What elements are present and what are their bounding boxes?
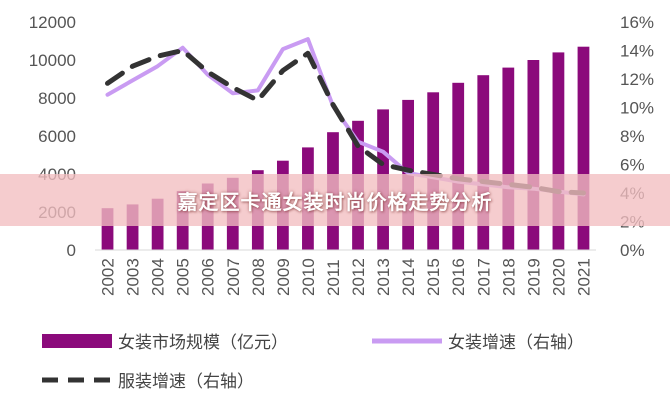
x-tick-label: 2012 [349,258,368,296]
x-tick-label: 2004 [149,258,168,296]
x-tick-label: 2021 [574,258,593,296]
x-tick-label: 2013 [374,258,393,296]
bar [527,60,540,250]
x-tick-label: 2010 [299,258,318,296]
y-left-tick-label: 12000 [29,13,76,32]
line-apparel-growth [105,48,586,196]
y-right-tick-label: 0% [620,241,645,260]
x-tick-label: 2019 [524,258,543,296]
x-tick-label: 2016 [449,258,468,296]
bar [577,46,590,251]
x-tick-label: 2020 [549,258,568,296]
bar [477,75,490,250]
x-tick-label: 2005 [174,258,193,296]
y-left-tick-label: 6000 [38,127,76,146]
y-right-tick-label: 14% [620,42,654,61]
bar [452,82,465,250]
y-right-tick-label: 16% [620,13,654,32]
x-tick-label: 2017 [474,258,493,296]
x-tick-label: 2008 [249,258,268,296]
y-right-tick-label: 10% [620,99,654,118]
x-tick-label: 2009 [274,258,293,296]
bar [126,204,139,250]
x-tick-label: 2015 [424,258,443,296]
y-right-tick-label: 12% [620,70,654,89]
y-left-tick-label: 8000 [38,89,76,108]
x-tick-label: 2007 [224,258,243,296]
x-tick-label: 2006 [199,258,218,296]
bar [427,92,440,250]
legend-swatch-bar [42,334,112,348]
legend-item-women-growth: 女装增速（右轴） [372,333,584,353]
legend-label-women-growth: 女装增速（右轴） [448,333,584,353]
x-tick-label: 2002 [99,258,118,296]
legend-item-market-size: 女装市场规模（亿元） [42,333,288,353]
bar [502,67,515,250]
y-right-tick-label: 6% [620,156,645,175]
legend-item-apparel-growth: 服装增速（右轴） [42,372,254,392]
bar [552,52,565,251]
x-tick-label: 2011 [324,259,343,296]
x-tick-label: 2003 [124,258,143,296]
legend-label-market-size: 女装市场规模（亿元） [118,333,288,353]
x-tick-label: 2014 [399,258,418,296]
banner-title: 嘉定区卡通女装时尚价格走势分析 [177,189,493,214]
x-axis: 2002 2003 2004 2005 2006 2007 2008 2009 2010 2011… [95,249,596,296]
y-left-tick-label: 10000 [29,51,76,70]
y-right-tick-label: 8% [620,127,645,146]
y-left-tick-label: 0 [67,241,76,260]
title-banner: 嘉定区卡通女装时尚价格走势分析 [0,174,670,226]
bar [101,208,114,250]
legend: 女装市场规模（亿元） 女装增速（右轴） 服装增速（右轴） [42,333,584,392]
x-tick-label: 2018 [499,258,518,296]
legend-label-apparel-growth: 服装增速（右轴） [118,372,254,392]
